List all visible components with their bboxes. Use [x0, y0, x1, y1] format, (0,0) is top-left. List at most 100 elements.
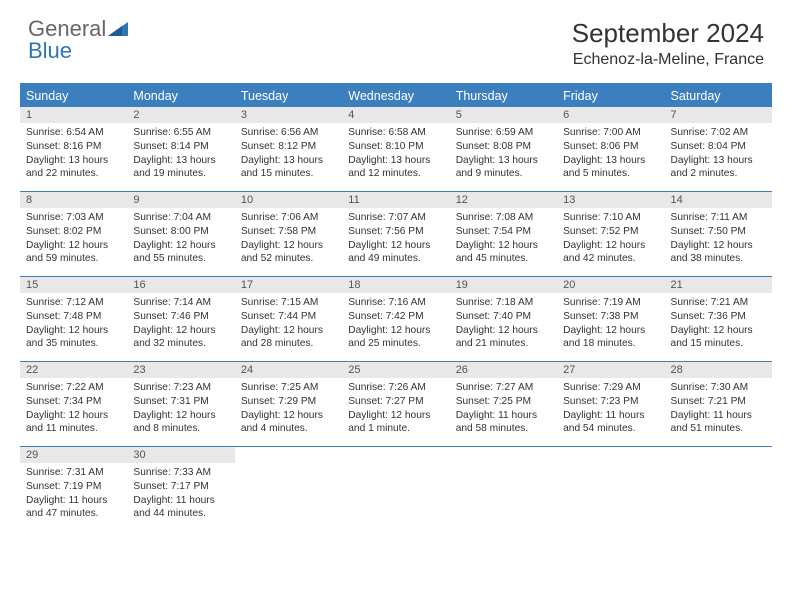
day-cell: 16Sunrise: 7:14 AMSunset: 7:46 PMDayligh… — [127, 277, 234, 361]
day-cell: 27Sunrise: 7:29 AMSunset: 7:23 PMDayligh… — [557, 362, 664, 446]
day-sunrise: Sunrise: 7:03 AM — [26, 211, 121, 225]
day-body: Sunrise: 7:22 AMSunset: 7:34 PMDaylight:… — [20, 378, 127, 440]
day-number: 14 — [665, 192, 772, 208]
day-day2: and 47 minutes. — [26, 507, 121, 521]
day-day2: and 4 minutes. — [241, 422, 336, 436]
day-sunset: Sunset: 8:00 PM — [133, 225, 228, 239]
day-day1: Daylight: 12 hours — [241, 239, 336, 253]
day-day1: Daylight: 12 hours — [348, 239, 443, 253]
day-cell: 3Sunrise: 6:56 AMSunset: 8:12 PMDaylight… — [235, 107, 342, 191]
day-number: 9 — [127, 192, 234, 208]
day-sunrise: Sunrise: 7:19 AM — [563, 296, 658, 310]
day-day2: and 32 minutes. — [133, 337, 228, 351]
week-row: 15Sunrise: 7:12 AMSunset: 7:48 PMDayligh… — [20, 277, 772, 362]
day-day2: and 22 minutes. — [26, 167, 121, 181]
day-sunset: Sunset: 8:06 PM — [563, 140, 658, 154]
day-day2: and 44 minutes. — [133, 507, 228, 521]
day-cell: 22Sunrise: 7:22 AMSunset: 7:34 PMDayligh… — [20, 362, 127, 446]
dow-wednesday: Wednesday — [342, 85, 449, 107]
day-cell: 8Sunrise: 7:03 AMSunset: 8:02 PMDaylight… — [20, 192, 127, 276]
day-sunrise: Sunrise: 7:16 AM — [348, 296, 443, 310]
day-sunset: Sunset: 7:54 PM — [456, 225, 551, 239]
day-sunrise: Sunrise: 7:27 AM — [456, 381, 551, 395]
day-body: Sunrise: 6:55 AMSunset: 8:14 PMDaylight:… — [127, 123, 234, 185]
day-day1: Daylight: 11 hours — [563, 409, 658, 423]
day-sunset: Sunset: 7:21 PM — [671, 395, 766, 409]
day-sunrise: Sunrise: 7:18 AM — [456, 296, 551, 310]
calendar: Sunday Monday Tuesday Wednesday Thursday… — [20, 83, 772, 531]
day-body: Sunrise: 7:23 AMSunset: 7:31 PMDaylight:… — [127, 378, 234, 440]
day-number: 29 — [20, 447, 127, 463]
day-cell: 1Sunrise: 6:54 AMSunset: 8:16 PMDaylight… — [20, 107, 127, 191]
logo: General Blue — [28, 18, 128, 62]
day-sunset: Sunset: 8:02 PM — [26, 225, 121, 239]
dow-thursday: Thursday — [450, 85, 557, 107]
day-number: 12 — [450, 192, 557, 208]
day-sunrise: Sunrise: 6:56 AM — [241, 126, 336, 140]
day-day2: and 49 minutes. — [348, 252, 443, 266]
day-sunrise: Sunrise: 6:58 AM — [348, 126, 443, 140]
day-sunset: Sunset: 7:50 PM — [671, 225, 766, 239]
day-sunset: Sunset: 7:52 PM — [563, 225, 658, 239]
day-day1: Daylight: 12 hours — [563, 239, 658, 253]
day-sunset: Sunset: 7:29 PM — [241, 395, 336, 409]
day-day1: Daylight: 12 hours — [348, 324, 443, 338]
day-number: 16 — [127, 277, 234, 293]
day-cell: 20Sunrise: 7:19 AMSunset: 7:38 PMDayligh… — [557, 277, 664, 361]
day-day1: Daylight: 13 hours — [241, 154, 336, 168]
day-number: 4 — [342, 107, 449, 123]
day-sunset: Sunset: 7:36 PM — [671, 310, 766, 324]
day-day1: Daylight: 11 hours — [133, 494, 228, 508]
dow-monday: Monday — [127, 85, 234, 107]
day-sunset: Sunset: 7:44 PM — [241, 310, 336, 324]
day-body: Sunrise: 7:00 AMSunset: 8:06 PMDaylight:… — [557, 123, 664, 185]
weeks-container: 1Sunrise: 6:54 AMSunset: 8:16 PMDaylight… — [20, 107, 772, 531]
day-day2: and 1 minute. — [348, 422, 443, 436]
day-body: Sunrise: 7:27 AMSunset: 7:25 PMDaylight:… — [450, 378, 557, 440]
day-day2: and 25 minutes. — [348, 337, 443, 351]
day-sunrise: Sunrise: 7:00 AM — [563, 126, 658, 140]
day-sunrise: Sunrise: 7:21 AM — [671, 296, 766, 310]
day-cell: 7Sunrise: 7:02 AMSunset: 8:04 PMDaylight… — [665, 107, 772, 191]
day-day1: Daylight: 12 hours — [133, 239, 228, 253]
day-day1: Daylight: 13 hours — [563, 154, 658, 168]
day-cell: 30Sunrise: 7:33 AMSunset: 7:17 PMDayligh… — [127, 447, 234, 531]
day-sunset: Sunset: 7:31 PM — [133, 395, 228, 409]
day-cell: 5Sunrise: 6:59 AMSunset: 8:08 PMDaylight… — [450, 107, 557, 191]
day-cell: 26Sunrise: 7:27 AMSunset: 7:25 PMDayligh… — [450, 362, 557, 446]
day-number: 10 — [235, 192, 342, 208]
day-body: Sunrise: 7:12 AMSunset: 7:48 PMDaylight:… — [20, 293, 127, 355]
day-of-week-header: Sunday Monday Tuesday Wednesday Thursday… — [20, 85, 772, 107]
day-sunset: Sunset: 7:56 PM — [348, 225, 443, 239]
day-day1: Daylight: 12 hours — [241, 324, 336, 338]
day-day1: Daylight: 11 hours — [456, 409, 551, 423]
day-day1: Daylight: 12 hours — [133, 409, 228, 423]
logo-text-blue: Blue — [28, 38, 72, 63]
location-label: Echenoz-la-Meline, France — [572, 51, 764, 69]
day-sunrise: Sunrise: 7:30 AM — [671, 381, 766, 395]
day-day2: and 45 minutes. — [456, 252, 551, 266]
day-day1: Daylight: 12 hours — [456, 239, 551, 253]
logo-text: General Blue — [28, 18, 128, 62]
day-sunset: Sunset: 7:48 PM — [26, 310, 121, 324]
day-cell: 18Sunrise: 7:16 AMSunset: 7:42 PMDayligh… — [342, 277, 449, 361]
day-cell: 28Sunrise: 7:30 AMSunset: 7:21 PMDayligh… — [665, 362, 772, 446]
day-body: Sunrise: 7:04 AMSunset: 8:00 PMDaylight:… — [127, 208, 234, 270]
day-sunset: Sunset: 7:46 PM — [133, 310, 228, 324]
day-day2: and 55 minutes. — [133, 252, 228, 266]
day-sunrise: Sunrise: 7:14 AM — [133, 296, 228, 310]
day-day1: Daylight: 13 hours — [133, 154, 228, 168]
day-day1: Daylight: 12 hours — [26, 324, 121, 338]
day-number: 27 — [557, 362, 664, 378]
day-body: Sunrise: 7:07 AMSunset: 7:56 PMDaylight:… — [342, 208, 449, 270]
day-body: Sunrise: 7:10 AMSunset: 7:52 PMDaylight:… — [557, 208, 664, 270]
day-day2: and 21 minutes. — [456, 337, 551, 351]
day-body: Sunrise: 7:29 AMSunset: 7:23 PMDaylight:… — [557, 378, 664, 440]
day-day1: Daylight: 13 hours — [671, 154, 766, 168]
day-sunrise: Sunrise: 7:23 AM — [133, 381, 228, 395]
day-sunset: Sunset: 7:17 PM — [133, 480, 228, 494]
day-sunset: Sunset: 8:14 PM — [133, 140, 228, 154]
day-cell: 23Sunrise: 7:23 AMSunset: 7:31 PMDayligh… — [127, 362, 234, 446]
day-day2: and 15 minutes. — [671, 337, 766, 351]
day-number: 30 — [127, 447, 234, 463]
